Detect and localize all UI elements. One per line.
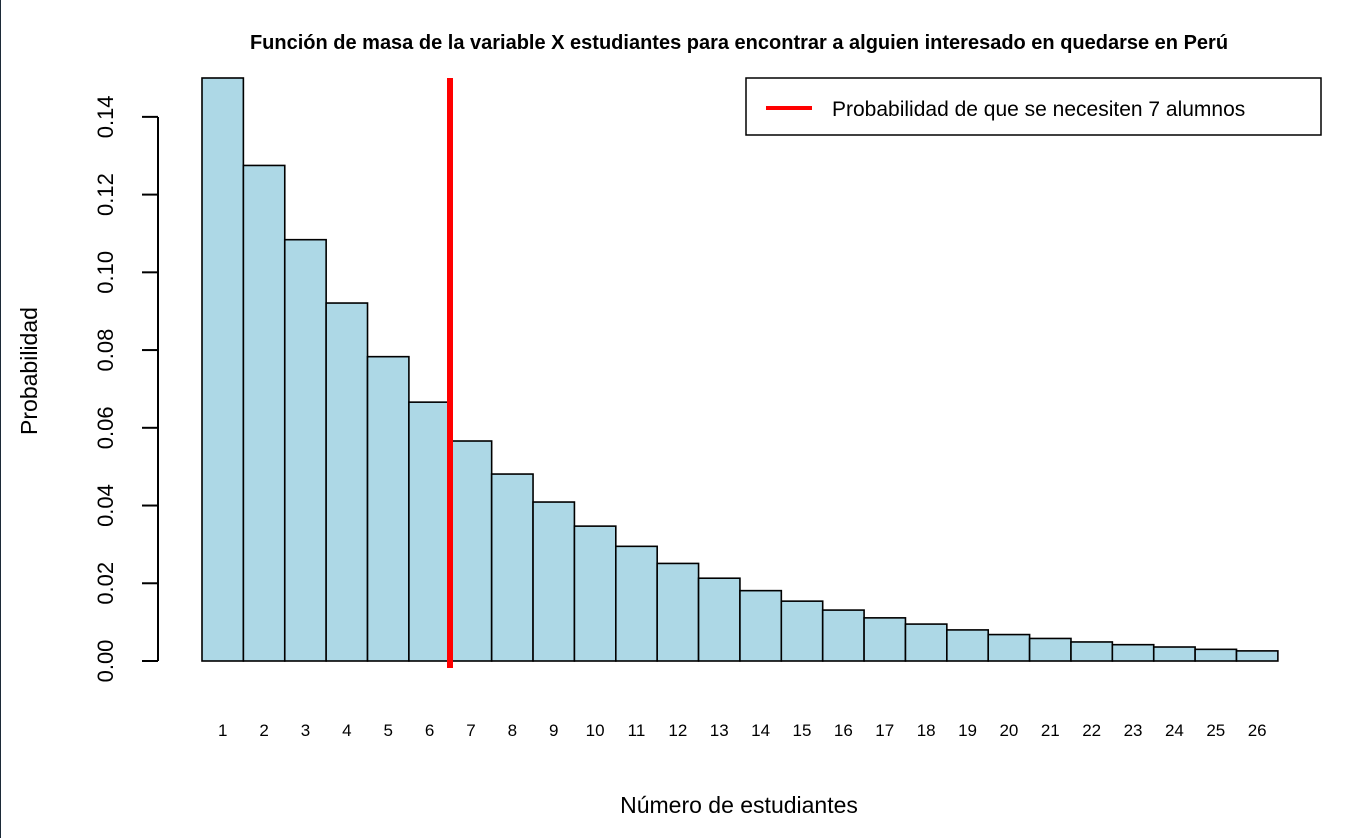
x-tick-label: 12 [668,721,687,740]
x-tick-label: 5 [383,721,392,740]
chart-title: Función de masa de la variable X estudia… [250,32,1228,54]
x-tick-label: 3 [301,721,310,740]
legend-box [745,77,1322,136]
x-tick-label: 6 [425,721,434,740]
x-tick-label: 22 [1082,721,1101,740]
x-tick-label: 21 [1041,721,1060,740]
x-axis-label: Número de estudiantes [620,792,858,818]
y-axis-label: Probabilidad [16,307,42,435]
x-tick-label: 8 [508,721,517,740]
bar-8 [490,473,534,662]
y-axis: 0.00 0.02 0.04 0.06 0.08 0.10 0.12 0.14 [93,95,159,683]
x-tick-label: 9 [549,721,558,740]
x-tick-label: 25 [1206,721,1225,740]
bar-5 [366,355,410,662]
y-tick-label: 0.04 [93,484,118,527]
y-tick-label: 0.02 [93,562,118,605]
x-tick-label: 14 [751,721,770,740]
bar-13 [697,577,741,662]
legend: Probabilidad de que se necesiten 7 alumn… [745,77,1322,136]
x-tick-label: 18 [917,721,936,740]
y-tick-label: 0.08 [93,329,118,372]
x-tick-label: 20 [999,721,1018,740]
bars-group [201,77,1279,662]
bar-15 [780,600,824,662]
y-tick-label: 0.06 [93,406,118,449]
bar-25 [1194,648,1238,662]
x-tick-label: 24 [1165,721,1184,740]
bar-6 [408,401,452,662]
bar-22 [1070,641,1114,662]
x-tick-label: 1 [218,721,227,740]
x-tick-label: 23 [1124,721,1143,740]
legend-entry-label: Probabilidad de que se necesiten 7 alumn… [832,98,1245,121]
y-tick-label: 0.14 [93,95,118,138]
bar-3 [283,238,327,662]
bar-21 [1028,637,1072,662]
x-tick-label: 17 [875,721,894,740]
y-tick-label: 0.12 [93,173,118,216]
bar-17 [863,617,907,662]
x-tick-label: 19 [958,721,977,740]
bar-24 [1152,646,1196,662]
x-tick-label: 15 [793,721,812,740]
x-tick-label: 13 [710,721,729,740]
bar-9 [532,501,576,662]
x-tick-label: 4 [342,721,351,740]
bar-16 [821,609,865,662]
bar-23 [1111,643,1155,662]
bar-2 [242,164,286,662]
bar-12 [656,562,700,662]
bar-18 [904,623,948,662]
x-tick-label: 26 [1248,721,1267,740]
bar-26 [1235,650,1279,662]
bar-1 [201,77,245,662]
y-tick-label: 0.10 [93,251,118,294]
bar-11 [614,545,658,662]
y-tick-label: 0.00 [93,640,118,683]
bar-20 [987,633,1031,662]
x-tick-label: 11 [628,721,646,740]
x-tick-label: 2 [259,721,268,740]
x-tick-label: 16 [834,721,853,740]
x-tick-label: 10 [586,721,605,740]
bar-7 [449,440,493,662]
bar-14 [739,589,783,662]
bar-19 [946,629,990,662]
bar-10 [573,525,617,662]
x-tick-label: 7 [466,721,475,740]
x-tick-labels: 1 2 3 4 5 6 7 8 9 10 11 12 13 14 15 16 17 18 19 20 21 22 23 24 2… [218,721,1267,740]
bar-4 [325,302,369,662]
